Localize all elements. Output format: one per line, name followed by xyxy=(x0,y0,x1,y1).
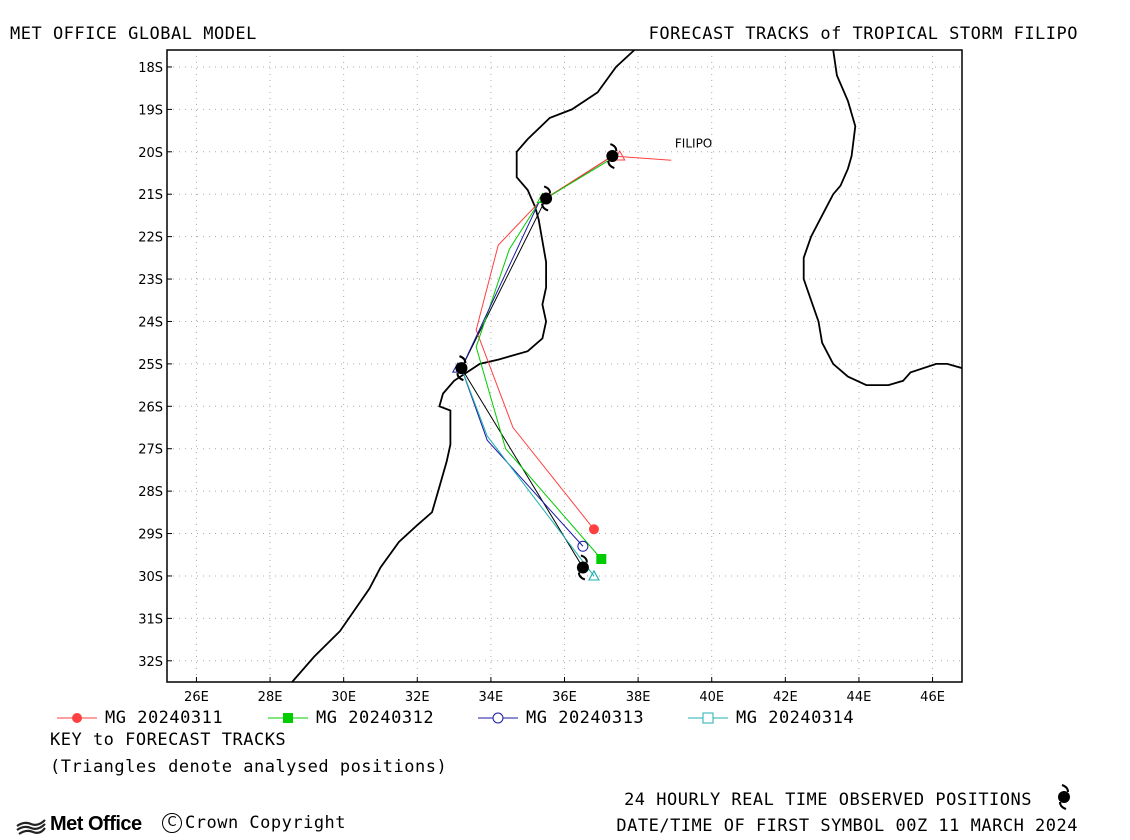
cyclone-arm xyxy=(543,185,552,194)
cyclone-core xyxy=(606,150,619,163)
y-tick-label: 31S xyxy=(138,612,163,627)
cyclone-core xyxy=(455,362,468,375)
y-tick-label: 19S xyxy=(138,103,163,118)
series-end-marker xyxy=(588,524,599,535)
cyclone-arm xyxy=(456,373,464,382)
x-tick-label: 46E xyxy=(920,690,945,705)
legend-label: MG 20240313 xyxy=(526,708,645,728)
x-tick-label: 32E xyxy=(405,690,430,705)
y-tick-label: 30S xyxy=(138,570,163,585)
y-tick-label: 23S xyxy=(138,273,163,288)
x-tick-label: 30E xyxy=(331,690,356,705)
cyclone-arm xyxy=(541,203,549,212)
x-tick-label: 44E xyxy=(847,690,872,705)
series-line-3 xyxy=(460,367,595,577)
header-left-title: MET OFFICE GLOBAL MODEL xyxy=(10,24,257,44)
cyclone-arm xyxy=(580,554,588,563)
y-tick-label: 20S xyxy=(138,146,163,161)
observed-track-line xyxy=(460,155,613,568)
observed-cyclone-symbol xyxy=(540,185,553,212)
legend-label: MG 20240314 xyxy=(736,708,855,728)
legend-marker-filled-square-icon xyxy=(268,713,308,723)
date-note: DATE/TIME OF FIRST SYMBOL 00Z 11 MARCH 2… xyxy=(616,816,1078,836)
key-title: KEY to FORECAST TRACKS xyxy=(50,730,287,750)
legend-item-mg-20240313: MG 20240313 xyxy=(476,708,644,728)
x-tick-label: 42E xyxy=(773,690,798,705)
copyright-text: Crown Copyright xyxy=(185,813,347,833)
x-tick-label: 34E xyxy=(479,690,504,705)
legend-item-mg-20240311: MG 20240311 xyxy=(55,708,223,728)
logo-text: Met Office xyxy=(50,813,142,835)
legend-marker-open-square-icon xyxy=(688,712,728,724)
y-tick-label: 21S xyxy=(138,188,163,203)
met-office-logo: Met Office xyxy=(16,813,142,836)
observed-note: 24 HOURLY REAL TIME OBSERVED POSITIONS xyxy=(624,790,1032,810)
y-tick-label: 29S xyxy=(138,528,163,543)
copyright-notice: C Crown Copyright xyxy=(162,813,346,833)
cyclone-core xyxy=(540,192,553,205)
cyclone-symbol-icon xyxy=(1058,784,1070,810)
y-tick-label: 27S xyxy=(138,443,163,458)
key-note: (Triangles denote analysed positions) xyxy=(50,757,448,777)
coastline xyxy=(291,50,636,682)
analysed-position-triangle xyxy=(588,569,600,581)
y-tick-label: 25S xyxy=(138,358,163,373)
y-tick-label: 24S xyxy=(138,315,163,330)
y-tick-label: 18S xyxy=(138,61,163,76)
legend-label: MG 20240312 xyxy=(316,708,435,728)
legend-item-mg-20240314: MG 20240314 xyxy=(686,708,854,728)
header-right-title: FORECAST TRACKS of TROPICAL STORM FILIPO xyxy=(648,24,1078,44)
storm-label: FILIPO xyxy=(675,137,712,151)
y-tick-label: 28S xyxy=(138,485,163,500)
x-tick-label: 28E xyxy=(258,690,283,705)
cyclone-arm xyxy=(459,355,467,364)
coastline xyxy=(802,50,962,386)
cyclone-core xyxy=(576,561,589,574)
observed-cyclone-symbol xyxy=(606,143,619,169)
observed-cyclone-symbol xyxy=(455,355,468,382)
series-line-0 xyxy=(475,155,672,530)
x-tick-label: 26E xyxy=(184,690,209,705)
cyclone-arm xyxy=(607,160,615,169)
x-tick-label: 40E xyxy=(699,690,724,705)
plot-frame xyxy=(166,49,963,683)
legend-marker-open-circle-icon xyxy=(478,712,518,724)
y-tick-label: 32S xyxy=(138,655,163,670)
legend-marker-filled-circle-icon xyxy=(57,713,97,723)
observed-cyclone-symbol xyxy=(576,554,589,581)
cyclone-arm xyxy=(609,143,618,152)
cyclone-arm xyxy=(577,572,586,581)
copyright-icon: C xyxy=(162,813,182,833)
series-end-marker xyxy=(577,540,589,552)
y-tick-label: 26S xyxy=(138,400,163,415)
series-end-marker xyxy=(596,553,607,564)
legend-label: MG 20240311 xyxy=(105,708,224,728)
x-tick-label: 36E xyxy=(552,690,577,705)
y-tick-label: 22S xyxy=(138,231,163,246)
series-line-2 xyxy=(460,202,584,547)
series-line-1 xyxy=(475,155,617,560)
x-tick-label: 38E xyxy=(626,690,651,705)
plot-area: FILIPO xyxy=(167,50,962,682)
legend-item-mg-20240312: MG 20240312 xyxy=(266,708,434,728)
met-office-logo-icon xyxy=(16,818,46,835)
